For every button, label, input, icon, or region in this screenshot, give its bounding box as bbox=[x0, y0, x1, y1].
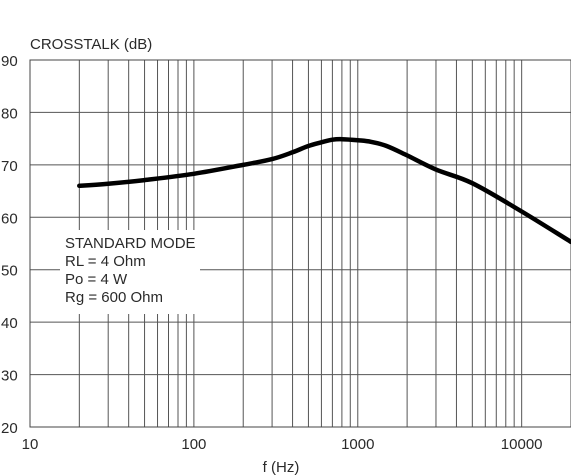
y-tick-label: 20 bbox=[1, 420, 18, 437]
x-tick-labels: 10 100 1000 10000 bbox=[22, 436, 543, 453]
annotation-line-rl: RL = 4 Ohm bbox=[65, 253, 146, 270]
y-tick-label: 50 bbox=[1, 263, 18, 280]
grid bbox=[30, 60, 571, 427]
annotation-line-rg: Rg = 600 Ohm bbox=[65, 289, 163, 306]
annotation-box bbox=[60, 230, 200, 314]
x-tick-label: 10 bbox=[22, 436, 39, 453]
annotation-line-po: Po = 4 W bbox=[65, 271, 128, 288]
y-tick-label: 40 bbox=[1, 315, 18, 332]
y-tick-label: 60 bbox=[1, 210, 18, 227]
y-tick-label: 80 bbox=[1, 105, 18, 122]
y-axis-label: CROSSTALK (dB) bbox=[30, 36, 152, 53]
y-tick-label: 30 bbox=[1, 368, 18, 385]
crosstalk-curve bbox=[77, 136, 571, 245]
annotation-text: STANDARD MODE RL = 4 Ohm Po = 4 W Rg = 6… bbox=[65, 235, 196, 306]
annotation-line-mode: STANDARD MODE bbox=[65, 235, 196, 252]
x-tick-label: 100 bbox=[181, 436, 206, 453]
plot-frame bbox=[29, 59, 571, 428]
x-axis-label: f (Hz) bbox=[263, 459, 300, 476]
y-tick-labels: 20 30 40 50 60 70 80 90 bbox=[1, 53, 18, 437]
y-tick-label: 90 bbox=[1, 53, 18, 70]
x-tick-label: 1000 bbox=[341, 436, 374, 453]
x-tick-label: 10000 bbox=[501, 436, 543, 453]
y-tick-label: 70 bbox=[1, 158, 18, 175]
